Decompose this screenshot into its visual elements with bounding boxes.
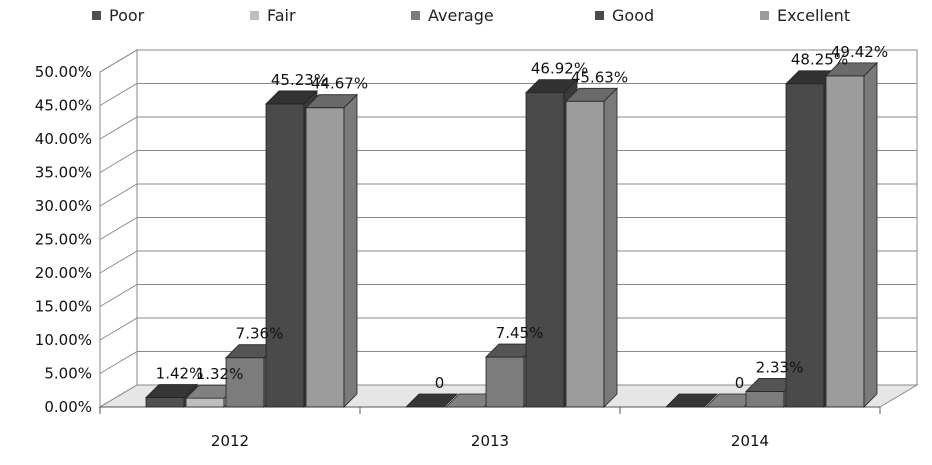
bar [745, 390, 785, 408]
bar-top [525, 79, 578, 94]
bar [265, 103, 305, 408]
legend-swatch [595, 11, 604, 20]
bar-top [665, 393, 718, 408]
legend-item: Average [411, 6, 494, 25]
data-label: 0 [435, 374, 445, 392]
data-label: 46.92% [531, 60, 588, 78]
x-tick-label: 2013 [471, 432, 509, 450]
data-label: 2.33% [756, 358, 804, 376]
gridline [99, 351, 917, 374]
legend-item: Excellent [760, 6, 850, 25]
bar-side [343, 93, 358, 408]
y-tick-label: 15.00% [35, 298, 92, 316]
bar [785, 83, 825, 408]
bar-side [603, 87, 618, 408]
legend-label: Average [428, 6, 494, 25]
y-tick-label: 20.00% [35, 264, 92, 282]
chart-legend: Poor Fair Average Good Excellent [0, 0, 932, 30]
legend-swatch [92, 11, 101, 20]
y-tick-label: 40.00% [35, 130, 92, 148]
data-label: 0 [735, 374, 745, 392]
gridline [99, 317, 917, 341]
x-tick-label: 2014 [731, 432, 769, 450]
bar-side [863, 61, 878, 408]
bar-top [265, 90, 318, 105]
gridline [99, 49, 917, 73]
gridline [99, 83, 917, 106]
y-tick-label: 5.00% [44, 365, 92, 383]
legend-swatch [760, 11, 769, 20]
y-tick-label: 0.00% [44, 398, 92, 416]
data-label: 45.23% [271, 71, 328, 89]
bar-top [145, 384, 198, 398]
y-tick-label: 25.00% [35, 231, 92, 249]
bar-top [405, 393, 458, 408]
data-label: 44.67% [311, 75, 368, 93]
legend-item: Fair [250, 6, 296, 25]
y-tick-label: 50.00% [35, 63, 92, 81]
gridline [99, 250, 917, 274]
gridline [99, 284, 917, 307]
bar [485, 356, 525, 408]
gridline [99, 116, 917, 140]
legend-label: Fair [267, 6, 296, 25]
bar-top [825, 62, 878, 77]
bar-top [305, 94, 358, 109]
gridline [99, 217, 917, 240]
bar [305, 107, 345, 408]
y-tick-label: 35.00% [35, 164, 92, 182]
legend-swatch [250, 11, 259, 20]
legend-swatch [411, 11, 420, 20]
bar-top [565, 87, 618, 102]
legend-item: Poor [92, 6, 144, 25]
gridline [99, 150, 917, 173]
data-label: 7.36% [236, 325, 284, 343]
data-label: 1.32% [196, 365, 244, 383]
y-tick-label: 30.00% [35, 197, 92, 215]
legend-label: Poor [109, 6, 145, 25]
x-tick-label: 2012 [211, 432, 249, 450]
y-tick-label: 45.00% [35, 97, 92, 115]
legend-item: Good [595, 6, 654, 25]
data-label: 7.45% [496, 324, 544, 342]
bar [825, 75, 865, 408]
gridline [99, 183, 917, 207]
legend-label: Good [612, 6, 655, 25]
bar [185, 397, 225, 408]
y-tick-label: 10.00% [35, 331, 92, 349]
data-label: 48.25% [791, 51, 848, 69]
data-label: 45.63% [571, 68, 628, 86]
legend-label: Excellent [777, 6, 851, 25]
bar [525, 92, 565, 408]
bar [145, 397, 185, 408]
bar [565, 100, 605, 408]
data-label: 1.42% [156, 364, 204, 382]
data-label: 49.42% [831, 43, 888, 61]
